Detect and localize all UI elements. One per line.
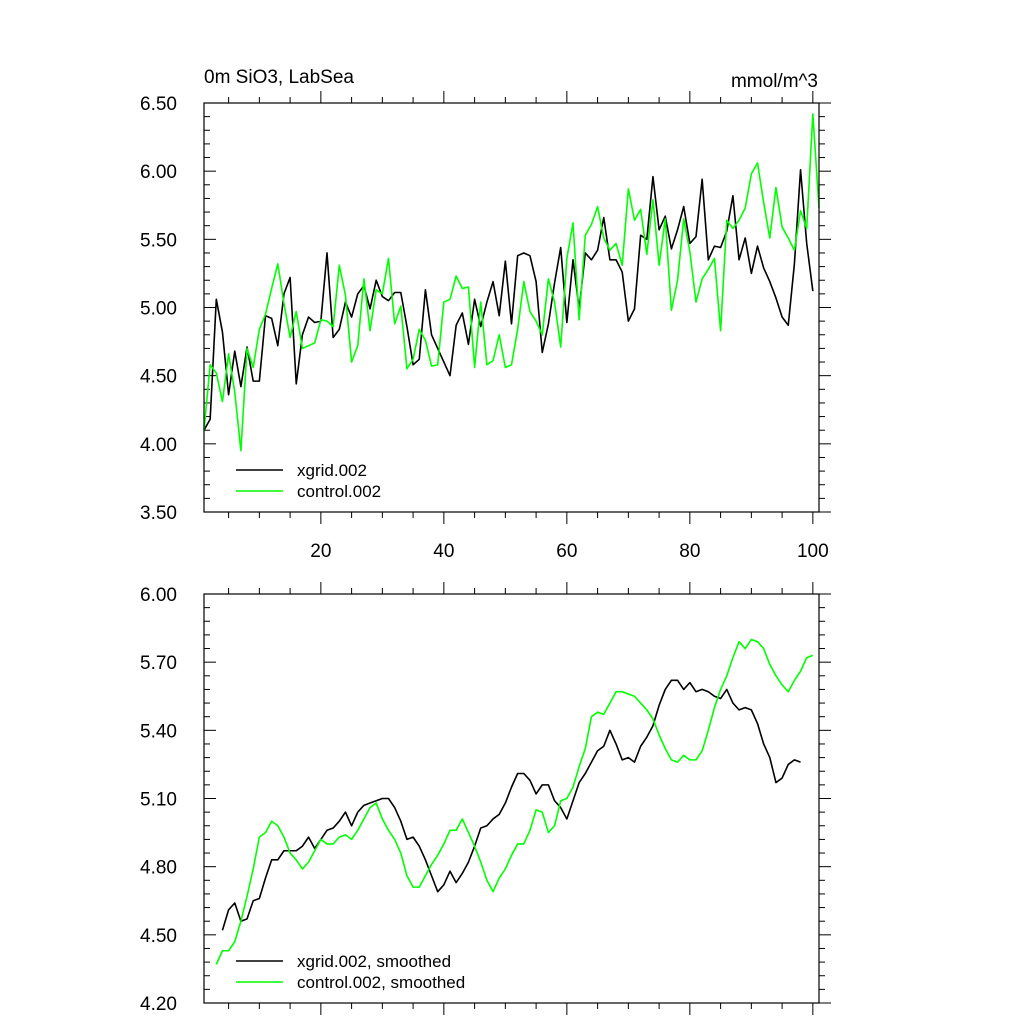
legend-label-xgrid: xgrid.002 [297,461,367,480]
bottom-panel-plot-frame [203,593,820,1004]
bottom-y-tick-label: 5.70 [140,653,177,674]
bottom-series-line-control-002-smoothed [215,638,814,965]
top-panel-units: mmol/m^3 [731,71,818,92]
bottom-panel: 4.20 4.50 4.80 5.10 5.40 5.70 6.00 xgrid.002, … [140,582,831,1015]
top-x-tick-label: 40 [433,541,454,562]
bottom-series-points-1 [216,639,813,965]
top-x-tick-label: 100 [797,541,829,562]
top-panel-ticks: 3.50 4.00 4.50 5.00 5.50 6.00 6.50 20 40 60 80 100 [140,91,831,562]
top-panel-legend: xgrid.002 control.002 [236,461,381,501]
bottom-y-tick-label: 4.80 [140,858,177,879]
legend-label-xgrid-smoothed: xgrid.002, smoothed [297,952,451,971]
top-y-tick-label: 3.50 [140,503,177,524]
bottom-y-tick-label: 6.00 [140,585,177,606]
bottom-panel-legend: xgrid.002, smoothed control.002, smoothe… [236,952,465,992]
top-panel-series [203,113,820,452]
top-x-tick-label: 60 [556,541,577,562]
top-series-line-xgrid-002 [203,169,814,431]
legend-label-control-smoothed: control.002, smoothed [297,973,465,992]
top-y-tick-label: 5.00 [140,299,177,320]
legend-label-control: control.002 [297,482,381,501]
top-x-tick-label: 80 [679,541,700,562]
bottom-y-tick-label: 5.40 [140,721,177,742]
top-series-line-control-002 [203,113,820,452]
top-y-tick-label: 4.00 [140,435,177,456]
top-series-points-1 [203,113,820,451]
bottom-y-tick-label: 4.50 [140,926,177,947]
top-y-tick-label: 6.50 [140,94,177,115]
top-panel: 0m SiO3, LabSea mmol/m^3 3.50 4.00 4.50 5.0… [140,67,831,562]
top-panel-plot-frame [203,102,820,513]
bottom-y-tick-label: 4.20 [140,994,177,1015]
bottom-series-line-xgrid-002-smoothed [221,679,801,931]
top-y-tick-label: 4.50 [140,367,177,388]
top-x-tick-label: 20 [310,541,331,562]
top-y-tick-label: 6.00 [140,162,177,183]
bottom-series-points-0 [222,680,801,931]
top-y-tick-label: 5.50 [140,230,177,251]
top-panel-title: 0m SiO3, LabSea [204,67,354,88]
bottom-panel-series [215,638,814,965]
bottom-y-tick-label: 5.10 [140,790,177,811]
bottom-panel-ticks: 4.20 4.50 4.80 5.10 5.40 5.70 6.00 [140,582,831,1015]
